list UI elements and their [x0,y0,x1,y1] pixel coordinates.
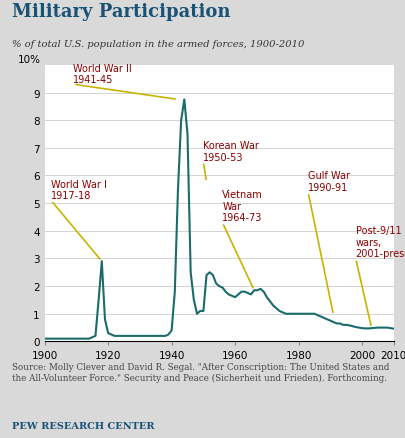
Text: Korean War
1950-53: Korean War 1950-53 [203,141,259,162]
Text: World War II
1941-45: World War II 1941-45 [73,64,132,85]
Text: % of total U.S. population in the armed forces, 1900-2010: % of total U.S. population in the armed … [12,40,304,49]
Text: World War I
1917-18: World War I 1917-18 [51,179,107,201]
Text: Source: Molly Clever and David R. Segal. "After Conscription: The United States : Source: Molly Clever and David R. Segal.… [12,363,388,382]
Text: Post-9/11
wars,
2001-present: Post-9/11 wars, 2001-present [355,226,405,259]
Text: Vietnam
War
1964-73: Vietnam War 1964-73 [222,190,262,223]
Text: Military Participation: Military Participation [12,3,230,21]
Text: PEW RESEARCH CENTER: PEW RESEARCH CENTER [12,421,154,431]
Text: 10%: 10% [18,55,41,64]
Text: Gulf War
1990-91: Gulf War 1990-91 [307,171,349,193]
